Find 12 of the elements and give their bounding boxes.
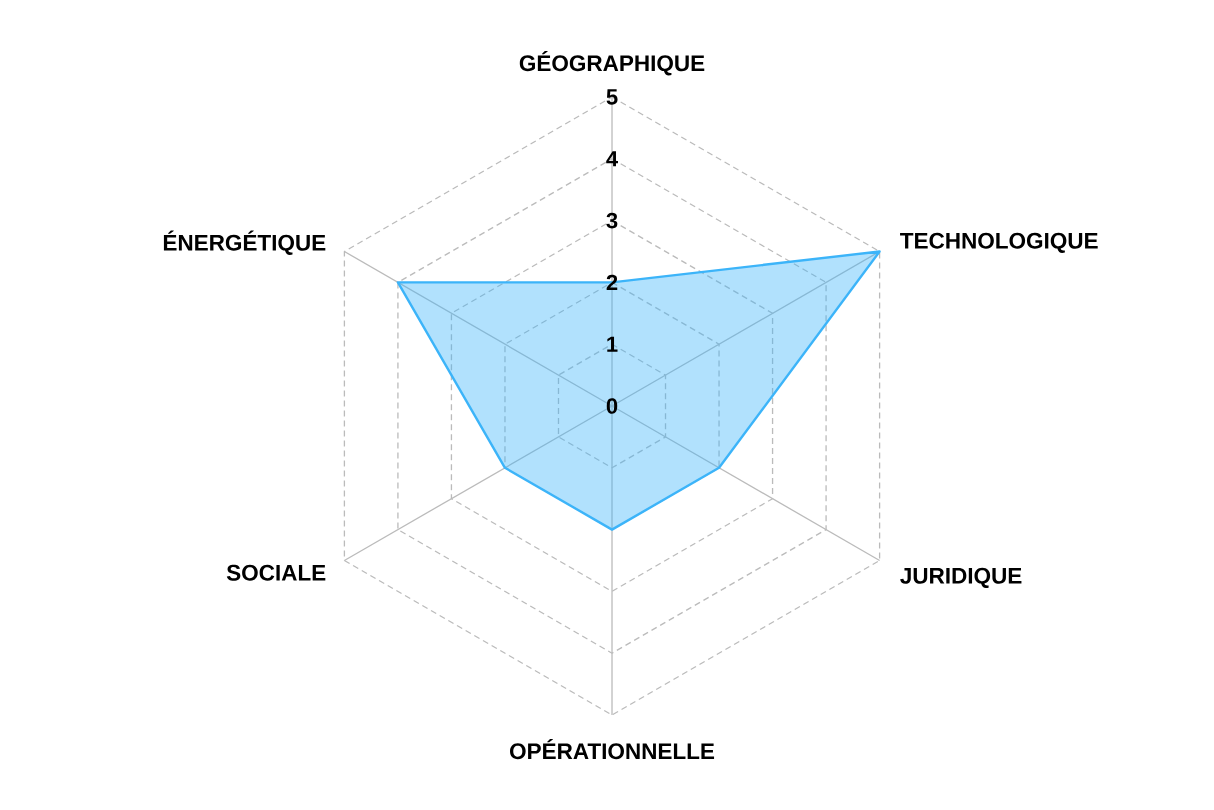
spoke-label: ÉNERGÉTIQUE (163, 230, 326, 255)
y-tick-label: 2 (606, 274, 618, 291)
spoke-label: GÉOGRAPHIQUE (519, 51, 705, 76)
y-tick-label: 1 (607, 336, 618, 352)
spoke-label: OPÉRATIONNELLE (510, 739, 715, 760)
y-tick-label: 5 (606, 89, 618, 105)
y-tick-label: 3 (606, 212, 618, 229)
spoke-label: SOCIALE (226, 564, 326, 581)
spoke-label: TECHNOLOGIQUE (900, 232, 1098, 253)
spoke-label: JURIDIQUE (900, 567, 1022, 588)
y-tick-label: 4 (606, 151, 619, 167)
y-tick-label: 0 (606, 398, 618, 414)
